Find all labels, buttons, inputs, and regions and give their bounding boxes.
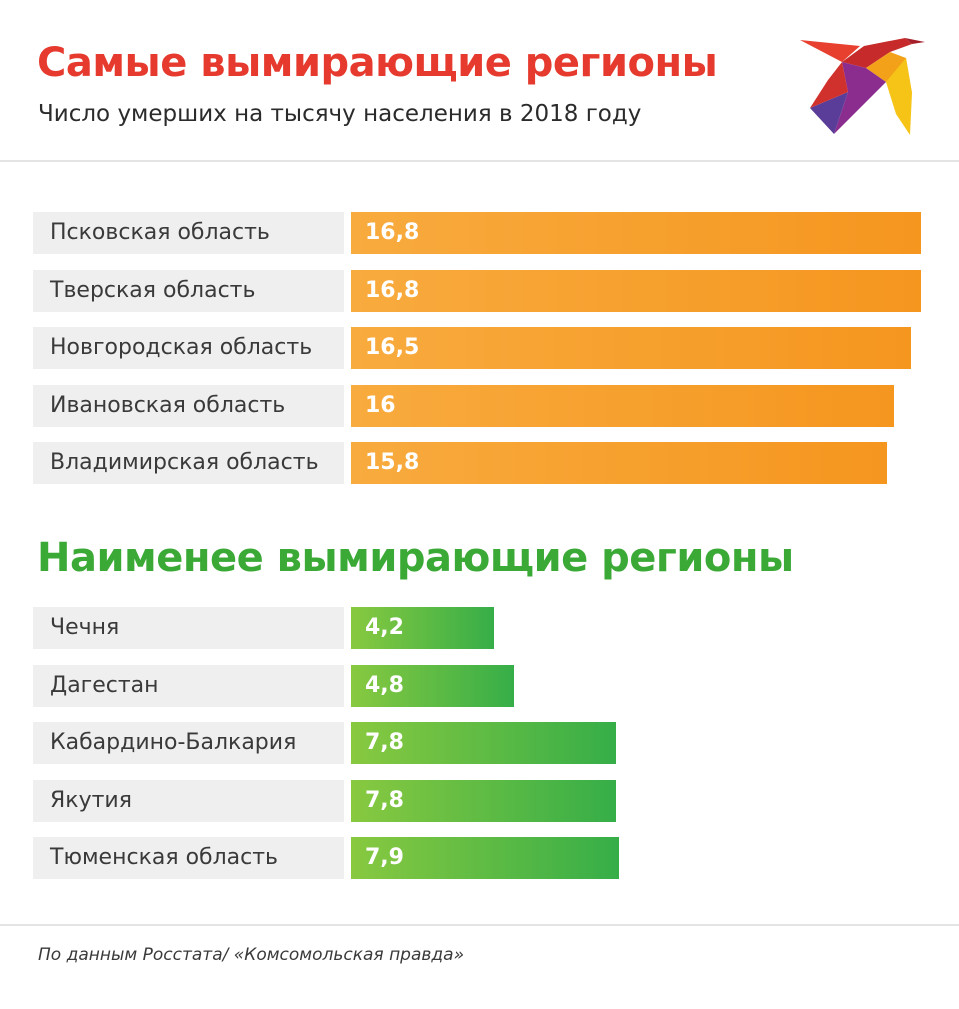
category-label: Кабардино-Балкария	[33, 722, 344, 764]
category-label: Чечня	[33, 607, 344, 649]
page-title: Самые вымирающие регионы	[37, 40, 718, 86]
value-label: 16,5	[365, 335, 420, 360]
category-label: Владимирская область	[33, 442, 344, 484]
bar-row: Владимирская область 15,8	[0, 442, 959, 484]
bar: 7,8	[351, 780, 616, 822]
category-label: Тверская область	[33, 270, 344, 312]
bar-row: Дагестан 4,8	[0, 665, 959, 707]
category-label: Дагестан	[33, 665, 344, 707]
value-label: 16,8	[365, 278, 420, 303]
bar: 4,8	[351, 665, 514, 707]
value-label: 7,8	[365, 788, 404, 813]
category-label: Якутия	[33, 780, 344, 822]
category-label: Псковская область	[33, 212, 344, 254]
value-label: 16,8	[365, 220, 420, 245]
bar-row: Новгородская область 16,5	[0, 327, 959, 369]
category-label: Ивановская область	[33, 385, 344, 427]
bar: 16,8	[351, 270, 921, 312]
bottom-divider	[0, 924, 959, 926]
bar: 15,8	[351, 442, 887, 484]
page-subtitle: Число умерших на тысячу населения в 2018…	[38, 101, 642, 127]
bar-row: Псковская область 16,8	[0, 212, 959, 254]
bar-row: Чечня 4,2	[0, 607, 959, 649]
kp-swallow-logo-icon	[800, 38, 925, 135]
value-label: 15,8	[365, 450, 420, 475]
bar: 4,2	[351, 607, 494, 649]
category-label: Новгородская область	[33, 327, 344, 369]
bar-row: Тверская область 16,8	[0, 270, 959, 312]
bar-row: Якутия 7,8	[0, 780, 959, 822]
category-label: Тюменская область	[33, 837, 344, 879]
bar-row: Ивановская область 16	[0, 385, 959, 427]
bar-row: Кабардино-Балкария 7,8	[0, 722, 959, 764]
bar: 7,9	[351, 837, 619, 879]
value-label: 16	[365, 393, 396, 418]
bar: 16,8	[351, 212, 921, 254]
bar: 16,5	[351, 327, 911, 369]
chart-bottom-title: Наименее вымирающие регионы	[37, 535, 794, 581]
value-label: 7,9	[365, 845, 404, 870]
value-label: 4,2	[365, 615, 404, 640]
bar: 7,8	[351, 722, 616, 764]
source-note: По данным Росстата/ «Комсомольская правд…	[38, 945, 465, 965]
top-divider	[0, 160, 959, 162]
bar: 16	[351, 385, 894, 427]
value-label: 7,8	[365, 730, 404, 755]
bar-row: Тюменская область 7,9	[0, 837, 959, 879]
value-label: 4,8	[365, 673, 404, 698]
